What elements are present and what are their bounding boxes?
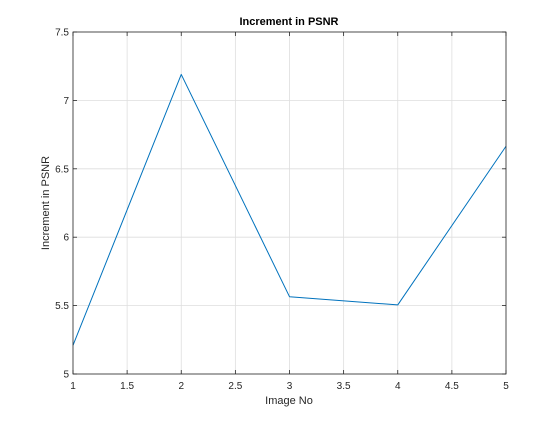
- series-layer: [72, 73, 507, 346]
- y-axis-label: Increment in PSNR: [40, 156, 52, 250]
- series-line: [72, 73, 507, 346]
- x-tick-label: 1: [70, 381, 76, 392]
- x-tick-label: 5: [503, 381, 509, 392]
- x-tick-label: 3: [287, 381, 293, 392]
- x-tick-label: 1.5: [120, 381, 134, 392]
- y-tick-label: 5: [63, 370, 69, 381]
- x-axis-label: Image No: [265, 395, 313, 407]
- chart-title: Increment in PSNR: [239, 16, 338, 28]
- x-tick-label: 2: [178, 381, 184, 392]
- x-tick-label: 4: [395, 381, 401, 392]
- x-tick-label: 4.5: [445, 381, 459, 392]
- y-tick-label: 6: [63, 233, 69, 244]
- x-tick-label: 2.5: [228, 381, 242, 392]
- y-tick-label: 6.5: [55, 164, 69, 175]
- y-tick-label: 7.5: [55, 28, 69, 39]
- y-tick-label: 7: [63, 96, 69, 107]
- ticks: 1 1.5 2 2.5 3 3.5 4 4.5 5 5 5.5 6 6.5 7 7.5: [55, 28, 509, 393]
- grid: [72, 31, 507, 375]
- y-tick-label: 5.5: [55, 301, 69, 312]
- x-tick-label: 3.5: [337, 381, 351, 392]
